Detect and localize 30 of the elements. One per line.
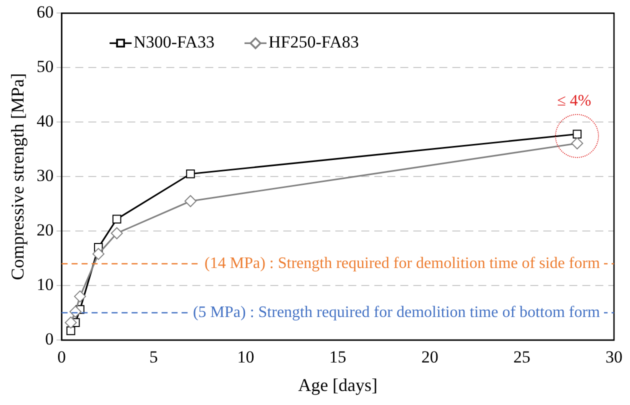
x-tick-label: 25 [513,348,530,367]
legend-label: N300-FA33 [134,32,215,52]
point [74,290,86,302]
y-tick-label: 60 [36,2,54,22]
y-tick-label: 10 [36,275,54,294]
annotation: ≤ 4% [557,92,592,110]
point [92,248,104,260]
y-tick-label: 50 [36,57,54,76]
y-tick-label: 20 [36,220,54,240]
point [571,137,584,150]
y-axis-title: Compressive strength [MPa] [8,73,28,280]
x-tick-label: 5 [149,348,158,367]
ref-line-label: (5 MPa) : Strength required for demolition time of bottom form [192,304,601,321]
ref-line-label: (14 MPa) : Strength required for demolition time of side form [204,254,601,272]
x-tick-label: 0 [57,348,66,367]
y-tick-label: 40 [36,112,54,131]
point [184,195,196,208]
x-tick-label: 30 [606,348,622,367]
point [64,316,77,329]
point [186,169,195,178]
point [110,227,123,240]
x-tick-label: 15 [329,348,346,367]
y-tick-label: 0 [45,329,54,348]
x-tick-label: 20 [421,348,438,367]
point [112,214,122,224]
x-tick-label: 10 [237,348,254,367]
point [572,130,582,139]
y-tick-label: 30 [36,166,54,186]
x-axis-title: Age [days] [298,374,378,395]
legend-label: HF250-FA83 [268,32,359,52]
